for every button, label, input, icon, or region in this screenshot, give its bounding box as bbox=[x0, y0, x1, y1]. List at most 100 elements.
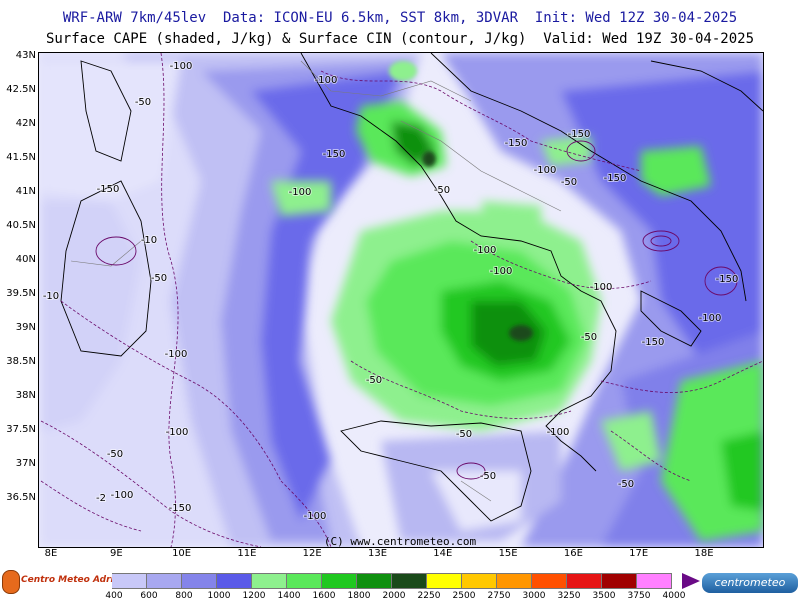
lat-label: 40N bbox=[15, 254, 36, 265]
lat-label: 37N bbox=[15, 458, 36, 469]
cin-contour-label: -100 bbox=[474, 245, 497, 256]
lon-label: 17E bbox=[629, 548, 649, 559]
lon-label: 12E bbox=[302, 548, 322, 559]
cin-contour-label: -150 bbox=[505, 138, 528, 149]
scale-tick-label: 2000 bbox=[382, 591, 406, 601]
scale-tick-label: 400 bbox=[105, 591, 123, 601]
cin-contour-label: -50 bbox=[618, 479, 634, 490]
cin-contour-label: -150 bbox=[568, 129, 591, 140]
scale-tick-label: 1000 bbox=[207, 591, 231, 601]
cin-contour-label: -50 bbox=[581, 332, 597, 343]
lat-label: 36.5N bbox=[6, 492, 36, 503]
scale-swatch bbox=[357, 573, 392, 589]
cin-contour-label: -50 bbox=[151, 273, 167, 284]
scale-tick-label: 1800 bbox=[347, 591, 371, 601]
scale-tick-label: 3000 bbox=[522, 591, 546, 601]
lat-label: 38.5N bbox=[6, 356, 36, 367]
cape-color-scale bbox=[112, 573, 672, 589]
lat-label: 37.5N bbox=[6, 424, 36, 435]
scale-arrow-icon bbox=[682, 573, 700, 589]
centrometeo-logo: centrometeo bbox=[702, 573, 798, 593]
lat-label: 39.5N bbox=[6, 288, 36, 299]
scale-swatch bbox=[322, 573, 357, 589]
lon-label: 16E bbox=[563, 548, 583, 559]
scale-tick-label: 600 bbox=[140, 591, 158, 601]
scale-tick-label: 1600 bbox=[312, 591, 336, 601]
scale-swatch bbox=[637, 573, 672, 589]
cape-cin-map-svg: -100 -100 -50 -150 -100 -150 -50 -150 -150 -100 -5… bbox=[39, 53, 763, 547]
cin-contour-label: -100 bbox=[165, 349, 188, 360]
cin-contour-label: -150 bbox=[716, 274, 739, 285]
lat-label: 42N bbox=[15, 118, 36, 129]
cin-contour-label: -100 bbox=[699, 313, 722, 324]
lon-label: 18E bbox=[694, 548, 714, 559]
cin-contour-label: -100 bbox=[170, 61, 193, 72]
scale-tick-label: 2500 bbox=[452, 591, 476, 601]
copyright-credit: (C) www.centrometeo.com bbox=[323, 535, 477, 548]
scale-swatch bbox=[147, 573, 182, 589]
logo-emblem-icon bbox=[2, 570, 20, 594]
scale-tick-label: 4000 bbox=[662, 591, 686, 601]
cin-contour-label: -50 bbox=[366, 375, 382, 386]
cin-contour-label: -100 bbox=[166, 427, 189, 438]
centro-meteo-logo: Centro Meteo Adriatico bbox=[2, 570, 139, 596]
lon-label: 10E bbox=[172, 548, 192, 559]
lat-label: 38N bbox=[15, 390, 36, 401]
scale-tick-label: 3750 bbox=[627, 591, 651, 601]
lon-label: 15E bbox=[498, 548, 518, 559]
lat-label: 39N bbox=[15, 322, 36, 333]
scale-swatch bbox=[252, 573, 287, 589]
cin-contour-label: -2 bbox=[96, 493, 106, 504]
cin-contour-label: -150 bbox=[323, 149, 346, 160]
scale-tick-label: 3250 bbox=[557, 591, 581, 601]
lon-label: 8E bbox=[44, 548, 58, 559]
cin-contour-label: -100 bbox=[590, 282, 613, 293]
scale-tick-label: 1200 bbox=[242, 591, 266, 601]
cin-contour-label: -100 bbox=[289, 187, 312, 198]
cin-contour-label: -150 bbox=[169, 503, 192, 514]
cin-contour-label: -150 bbox=[604, 173, 627, 184]
cin-contour-label: -50 bbox=[456, 429, 472, 440]
scale-tick-label: 1400 bbox=[277, 591, 301, 601]
cin-contour-label: -100 bbox=[534, 165, 557, 176]
scale-tick-label: 2250 bbox=[417, 591, 441, 601]
scale-swatch bbox=[392, 573, 427, 589]
scale-swatch bbox=[532, 573, 567, 589]
weather-map[interactable]: -100 -100 -50 -150 -100 -150 -50 -150 -150 -100 -5… bbox=[38, 52, 764, 548]
cin-contour-label: -100 bbox=[490, 266, 513, 277]
cin-contour-label: -150 bbox=[642, 337, 665, 348]
scale-swatch bbox=[497, 573, 532, 589]
lon-label: 11E bbox=[237, 548, 257, 559]
scale-swatch bbox=[217, 573, 252, 589]
scale-swatch bbox=[182, 573, 217, 589]
lat-label: 42.5N bbox=[6, 84, 36, 95]
cin-contour-label: -10 bbox=[43, 291, 59, 302]
lon-label: 13E bbox=[367, 548, 388, 559]
cin-contour-labels: -100 -100 -50 -150 -100 -150 -50 -150 -150 -100 -5… bbox=[42, 60, 740, 523]
scale-tick-label: 3500 bbox=[592, 591, 616, 601]
scale-swatch bbox=[602, 573, 637, 589]
header-subtitle: Surface CAPE (shaded, J/kg) & Surface CI… bbox=[45, 31, 754, 47]
lat-label: 43N bbox=[15, 50, 36, 61]
scale-swatch bbox=[112, 573, 147, 589]
cin-contour-label: -100 bbox=[111, 490, 134, 501]
scale-tick-label: 2750 bbox=[487, 591, 511, 601]
cin-contour-label: -100 bbox=[547, 427, 570, 438]
cin-contour-label: -50 bbox=[480, 471, 496, 482]
cin-contour-label: -10 bbox=[141, 235, 157, 246]
cin-contour-label: -150 bbox=[97, 184, 120, 195]
scale-swatch bbox=[427, 573, 462, 589]
lon-label: 9E bbox=[109, 548, 123, 559]
lat-label: 41N bbox=[15, 186, 36, 197]
lat-label: 41.5N bbox=[6, 152, 36, 163]
logo-text: Centro Meteo Adriatico bbox=[21, 575, 139, 585]
cin-contour-label: -100 bbox=[304, 511, 327, 522]
cin-contour-label: -50 bbox=[107, 449, 123, 460]
scale-tick-label: 800 bbox=[175, 591, 193, 601]
header-title: WRF-ARW 7km/45lev Data: ICON-EU 6.5km, S… bbox=[62, 10, 738, 26]
scale-swatch bbox=[462, 573, 497, 589]
cin-contour-label: -100 bbox=[315, 75, 338, 86]
lat-label: 40.5N bbox=[6, 220, 36, 231]
cin-contour-label: -50 bbox=[561, 177, 577, 188]
cin-contour-label: -50 bbox=[434, 185, 450, 196]
